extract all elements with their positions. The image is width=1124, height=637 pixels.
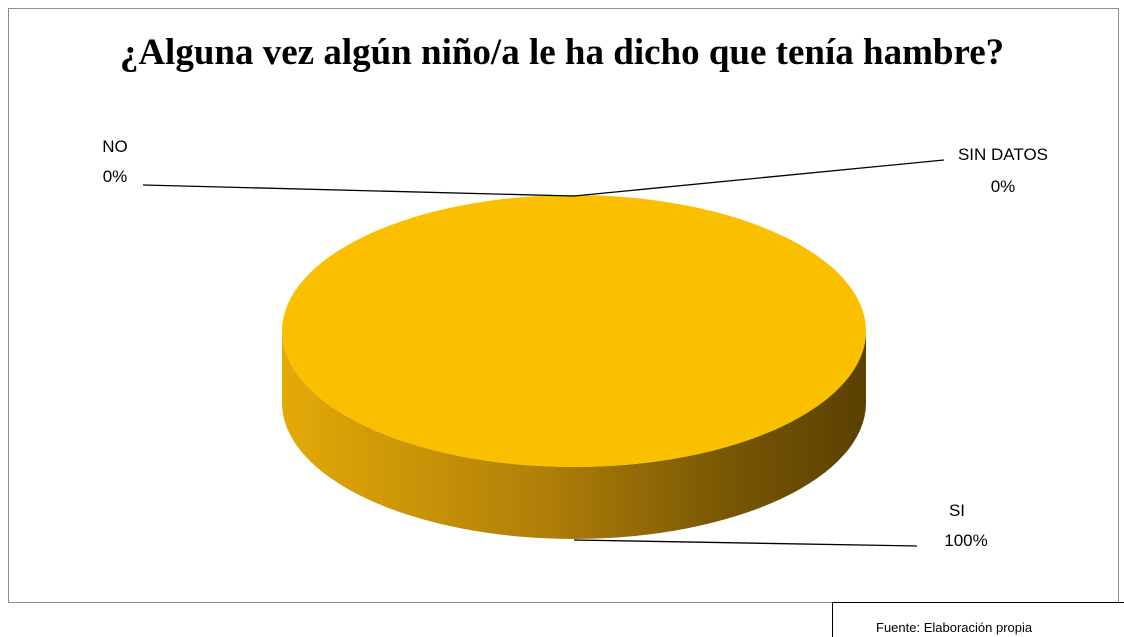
leader-line-no <box>142 184 575 197</box>
slice-value-si: 100% <box>944 531 987 550</box>
slice-label-si: SI <box>949 501 965 520</box>
pie-slice-side <box>282 331 866 539</box>
slice-value-sin-datos: 0% <box>991 177 1016 196</box>
slice-value-no: 0% <box>103 167 128 186</box>
slice-label-no: NO <box>102 137 128 156</box>
data-labels: SI 100% NO 0% SIN DATOS 0% <box>102 137 1048 550</box>
source-note: Fuente: Elaboración propia <box>832 602 1124 637</box>
leader-lines <box>142 159 945 547</box>
leader-line-sin-datos <box>573 159 945 197</box>
pie-slice-si <box>282 195 866 467</box>
leader-line-si <box>573 539 918 547</box>
slice-label-sin-datos: SIN DATOS <box>958 145 1048 164</box>
chart-title: ¿Alguna vez algún niño/a le ha dicho que… <box>119 32 1005 73</box>
